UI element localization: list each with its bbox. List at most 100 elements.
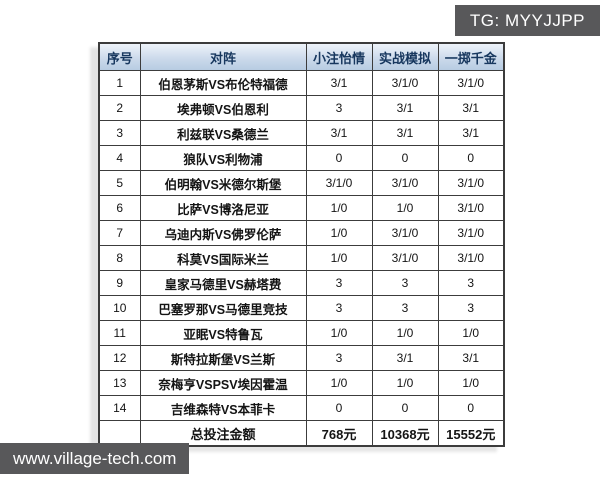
table-row: 10 巴塞罗那VS马德里竞技 3 3 3 [98, 295, 505, 321]
all-in-value: 3/1/0 [437, 70, 505, 96]
simulation-value: 3/1 [371, 345, 439, 371]
small-bet-value: 1/0 [305, 245, 373, 271]
simulation-value: 3/1 [371, 95, 439, 121]
simulation-value: 1/0 [371, 195, 439, 221]
all-in-value: 3/1 [437, 95, 505, 121]
table-row: 13 奈梅亨VSPSV埃因霍温 1/0 1/0 1/0 [98, 370, 505, 396]
small-bet-value: 3 [305, 295, 373, 321]
match-name: 伯恩茅斯VS布伦特福德 [139, 70, 307, 96]
row-index: 6 [98, 195, 141, 221]
small-bet-value: 3/1 [305, 120, 373, 146]
match-name: 吉维森特VS本菲卡 [139, 395, 307, 421]
table-row: 1 伯恩茅斯VS布伦特福德 3/1 3/1/0 3/1/0 [98, 70, 505, 96]
small-bet-value: 1/0 [305, 195, 373, 221]
table-body: 1 伯恩茅斯VS布伦特福德 3/1 3/1/0 3/1/0 2 埃弗顿VS伯恩利… [98, 70, 505, 421]
table-row: 3 利兹联VS桑德兰 3/1 3/1 3/1 [98, 120, 505, 146]
small-bet-value: 0 [305, 395, 373, 421]
table-row: 5 伯明翰VS米德尔斯堡 3/1/0 3/1/0 3/1/0 [98, 170, 505, 196]
row-index: 11 [98, 320, 141, 346]
table-row: 12 斯特拉斯堡VS兰斯 3 3/1 3/1 [98, 345, 505, 371]
table-row: 2 埃弗顿VS伯恩利 3 3/1 3/1 [98, 95, 505, 121]
all-in-value: 1/0 [437, 320, 505, 346]
table-footer: 总投注金额 768元 10368元 15552元 [98, 420, 505, 447]
total-label: 总投注金额 [139, 420, 307, 447]
all-in-value: 1/0 [437, 370, 505, 396]
all-in-value: 3/1/0 [437, 245, 505, 271]
row-index: 8 [98, 245, 141, 271]
table-row: 4 狼队VS利物浦 0 0 0 [98, 145, 505, 171]
row-index: 10 [98, 295, 141, 321]
simulation-value: 1/0 [371, 320, 439, 346]
header-small-bet: 小注怡情 [305, 42, 373, 71]
small-bet-value: 3/1/0 [305, 170, 373, 196]
row-index: 12 [98, 345, 141, 371]
match-name: 奈梅亨VSPSV埃因霍温 [139, 370, 307, 396]
table-row: 14 吉维森特VS本菲卡 0 0 0 [98, 395, 505, 421]
small-bet-value: 3 [305, 270, 373, 296]
match-name: 亚眠VS特鲁瓦 [139, 320, 307, 346]
simulation-value: 3/1/0 [371, 245, 439, 271]
table-row: 6 比萨VS博洛尼亚 1/0 1/0 3/1/0 [98, 195, 505, 221]
header-row: 序号 对阵 小注怡情 实战模拟 一掷千金 [98, 42, 505, 71]
table-row: 11 亚眠VS特鲁瓦 1/0 1/0 1/0 [98, 320, 505, 346]
small-bet-value: 0 [305, 145, 373, 171]
table-row: 7 乌迪内斯VS佛罗伦萨 1/0 3/1/0 3/1/0 [98, 220, 505, 246]
small-bet-value: 3 [305, 345, 373, 371]
all-in-value: 3/1/0 [437, 195, 505, 221]
all-in-value: 3 [437, 295, 505, 321]
simulation-value: 0 [371, 395, 439, 421]
small-bet-value: 1/0 [305, 220, 373, 246]
match-name: 皇家马德里VS赫塔费 [139, 270, 307, 296]
simulation-value: 3/1/0 [371, 220, 439, 246]
row-index: 5 [98, 170, 141, 196]
all-in-value: 3/1/0 [437, 220, 505, 246]
simulation-value: 3/1 [371, 120, 439, 146]
small-bet-value: 3/1 [305, 70, 373, 96]
simulation-value: 3 [371, 270, 439, 296]
table-row: 8 科莫VS国际米兰 1/0 3/1/0 3/1/0 [98, 245, 505, 271]
match-name: 斯特拉斯堡VS兰斯 [139, 345, 307, 371]
all-in-value: 3/1/0 [437, 170, 505, 196]
match-name: 比萨VS博洛尼亚 [139, 195, 307, 221]
all-in-value: 3/1 [437, 120, 505, 146]
all-in-value: 0 [437, 145, 505, 171]
simulation-value: 3/1/0 [371, 70, 439, 96]
row-index: 2 [98, 95, 141, 121]
header-simulation: 实战模拟 [371, 42, 439, 71]
match-name: 伯明翰VS米德尔斯堡 [139, 170, 307, 196]
total-simulation: 10368元 [371, 420, 439, 447]
site-watermark: www.village-tech.com [0, 443, 190, 474]
row-index: 13 [98, 370, 141, 396]
all-in-value: 3/1 [437, 345, 505, 371]
match-name: 乌迪内斯VS佛罗伦萨 [139, 220, 307, 246]
header-matchup: 对阵 [139, 42, 307, 71]
telegram-badge: TG: MYYJJPP [454, 5, 600, 36]
simulation-value: 1/0 [371, 370, 439, 396]
all-in-value: 0 [437, 395, 505, 421]
row-index: 1 [98, 70, 141, 96]
table-header: 序号 对阵 小注怡情 实战模拟 一掷千金 [98, 42, 505, 71]
row-index: 9 [98, 270, 141, 296]
total-all-in: 15552元 [437, 420, 505, 447]
match-name: 狼队VS利物浦 [139, 145, 307, 171]
row-index: 14 [98, 395, 141, 421]
match-name: 利兹联VS桑德兰 [139, 120, 307, 146]
total-row: 总投注金额 768元 10368元 15552元 [98, 420, 505, 447]
row-index: 3 [98, 120, 141, 146]
telegram-badge-text: TG: MYYJJPP [469, 10, 585, 30]
simulation-value: 3/1/0 [371, 170, 439, 196]
table-row: 9 皇家马德里VS赫塔费 3 3 3 [98, 270, 505, 296]
simulation-value: 0 [371, 145, 439, 171]
site-watermark-text: www.village-tech.com [13, 448, 177, 468]
match-name: 科莫VS国际米兰 [139, 245, 307, 271]
match-name: 巴塞罗那VS马德里竞技 [139, 295, 307, 321]
header-index: 序号 [98, 42, 141, 71]
small-bet-value: 1/0 [305, 370, 373, 396]
match-name: 埃弗顿VS伯恩利 [139, 95, 307, 121]
total-small-bet: 768元 [305, 420, 373, 447]
all-in-value: 3 [437, 270, 505, 296]
betting-table: 序号 对阵 小注怡情 实战模拟 一掷千金 1 伯恩茅斯VS布伦特福德 3/1 3… [98, 42, 505, 447]
simulation-value: 3 [371, 295, 439, 321]
small-bet-value: 3 [305, 95, 373, 121]
row-index: 4 [98, 145, 141, 171]
